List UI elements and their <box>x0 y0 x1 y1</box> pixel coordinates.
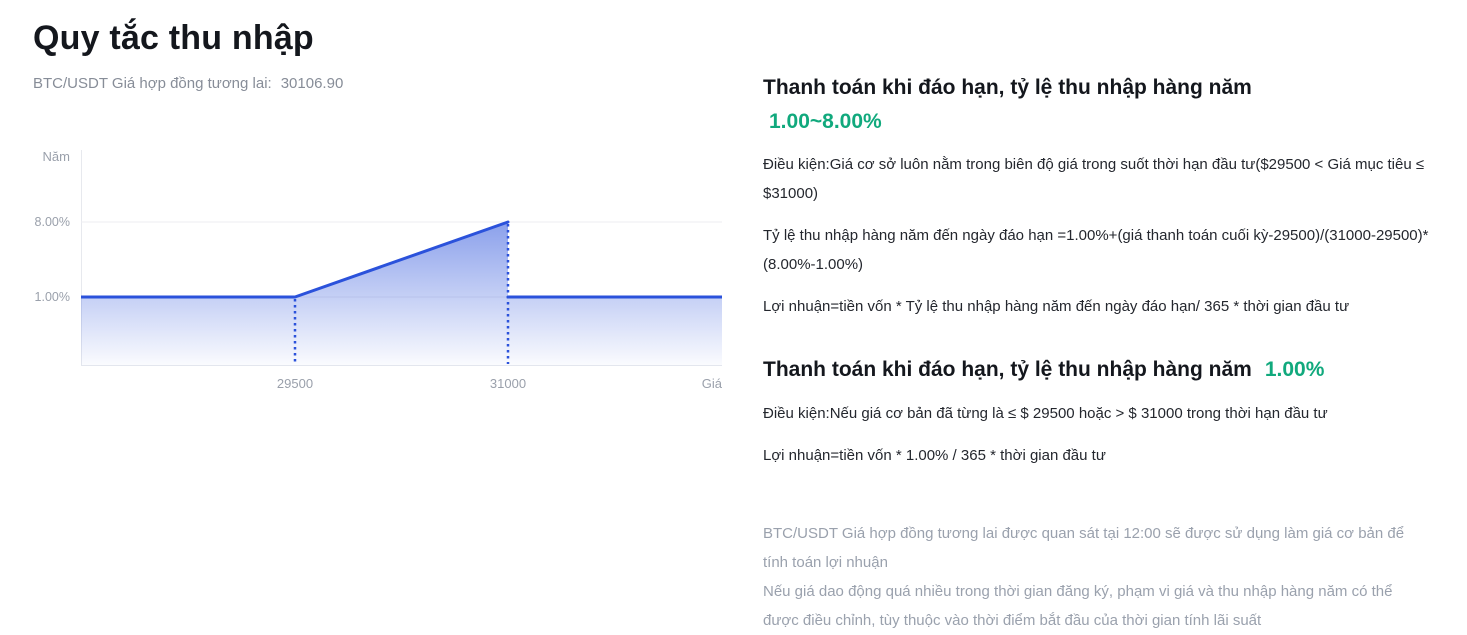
yield-curve-plot <box>81 150 722 366</box>
rule-section-in-range: Thanh toán khi đáo hạn, tỷ lệ thu nhập h… <box>763 74 1431 321</box>
footnotes: BTC/USDT Giá hợp đồng tương lai được qua… <box>763 519 1431 635</box>
contract-price: BTC/USDT Giá hợp đồng tương lai: 30106.90 <box>33 75 343 92</box>
y-tick-8pct: 8.00% <box>34 215 70 229</box>
section-heading: Thanh toán khi đáo hạn, tỷ lệ thu nhập h… <box>763 356 1431 383</box>
profit-formula-paragraph: Lợi nhuận=tiền vốn * 1.00% / 365 * thời … <box>763 447 1106 464</box>
rate-fixed-value: 1.00% <box>1264 358 1325 381</box>
profit-formula-paragraph: Lợi nhuận=tiền vốn * Tỷ lệ thu nhập hàng… <box>763 298 1350 315</box>
condition-paragraph: Điều kiện:Nếu giá cơ bản đã từng là ≤ $ … <box>763 405 1328 422</box>
section-heading: Thanh toán khi đáo hạn, tỷ lệ thu nhập h… <box>763 76 1252 99</box>
rule-section-out-of-range: Thanh toán khi đáo hạn, tỷ lệ thu nhập h… <box>763 356 1431 470</box>
page-title: Quy tắc thu nhập <box>33 19 314 57</box>
rules-panel: Thanh toán khi đáo hạn, tỷ lệ thu nhập h… <box>763 74 1431 635</box>
x-axis-label: Giá <box>701 376 722 391</box>
y-axis-label: Năm <box>42 149 70 164</box>
x-tick-31000: 31000 <box>489 376 527 391</box>
rate-range-value: 1.00~8.00% <box>769 110 882 133</box>
footnote-line: Nếu giá dao động quá nhiều trong thời gi… <box>763 583 1393 629</box>
x-tick-29500: 29500 <box>276 376 314 391</box>
condition-paragraph: Điều kiện:Giá cơ sở luôn nằm trong biên … <box>763 156 1425 202</box>
section-heading-text: Thanh toán khi đáo hạn, tỷ lệ thu nhập h… <box>763 358 1252 381</box>
page-header: Quy tắc thu nhập BTC/USDT Giá hợp đồng t… <box>33 16 343 92</box>
contract-price-label: BTC/USDT Giá hợp đồng tương lai: <box>33 75 272 92</box>
yield-chart: Năm 8.00% 1.00% 29500 31000 Giá <box>35 149 722 395</box>
footnote-line: BTC/USDT Giá hợp đồng tương lai được qua… <box>763 525 1405 571</box>
contract-price-value: 30106.90 <box>280 75 344 92</box>
y-tick-1pct: 1.00% <box>34 290 70 304</box>
yield-formula-paragraph: Tỷ lệ thu nhập hàng năm đến ngày đáo hạn… <box>763 227 1429 273</box>
